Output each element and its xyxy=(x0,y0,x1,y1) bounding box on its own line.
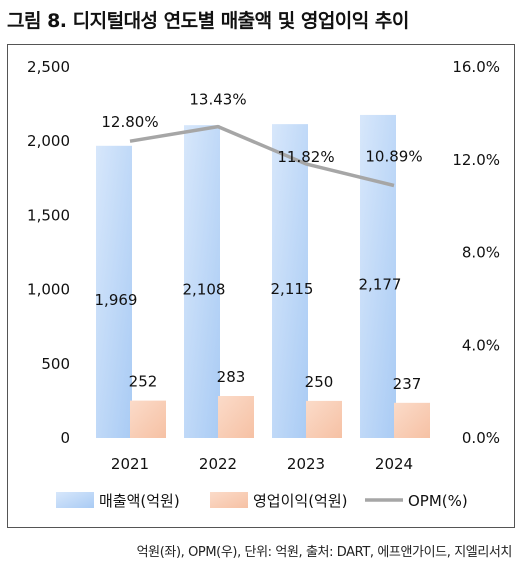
profit-bar xyxy=(130,400,166,438)
x-tick-label: 2022 xyxy=(199,455,237,473)
right-tick-label: 4.0% xyxy=(462,336,500,354)
profit-bar xyxy=(306,400,342,438)
source-note: 억원(좌), OPM(우), 단위: 억원, 출처: DART, 에프앤가이드,… xyxy=(136,545,513,560)
opm-value-label: 11.82% xyxy=(277,148,334,166)
chart-frame xyxy=(7,44,515,528)
profit-value-label: 250 xyxy=(305,373,334,391)
legend-profit-label: 영업이익(억원) xyxy=(253,492,348,510)
right-tick-label: 0.0% xyxy=(462,429,500,447)
profit-value-label: 252 xyxy=(129,373,158,391)
page-title: 그림 8. 디지털대성 연도별 매출액 및 영업이익 추이 xyxy=(7,10,409,32)
left-tick-label: 0 xyxy=(60,429,70,447)
revenue-value-label: 2,177 xyxy=(359,275,402,293)
profit-value-label: 237 xyxy=(393,375,422,393)
data-labels: 1,969 252 2,108 283 2,115 250 2,177 237 12.80% 13… xyxy=(95,91,423,393)
right-tick-label: 16.0% xyxy=(452,58,500,76)
opm-value-label: 10.89% xyxy=(365,147,422,165)
left-tick-label: 2,000 xyxy=(27,132,70,150)
opm-value-label: 13.43% xyxy=(189,91,246,109)
opm-value-label: 12.80% xyxy=(101,113,158,131)
x-tick-label: 2024 xyxy=(375,455,413,473)
left-tick-label: 2,500 xyxy=(27,58,70,76)
revenue-value-label: 1,969 xyxy=(95,291,138,309)
revenue-value-label: 2,115 xyxy=(271,280,314,298)
right-axis: 0.0% 4.0% 8.0% 12.0% 16.0% xyxy=(452,58,500,447)
legend-opm-label: OPM(%) xyxy=(408,492,468,510)
left-tick-label: 1,500 xyxy=(27,206,70,224)
legend-revenue-swatch xyxy=(56,492,94,508)
revenue-bar xyxy=(360,114,396,438)
right-tick-label: 12.0% xyxy=(452,151,500,169)
bars xyxy=(96,114,430,439)
legend-profit-swatch xyxy=(210,492,248,508)
revenue-value-label: 2,108 xyxy=(183,281,226,299)
opm-line xyxy=(129,124,395,188)
x-tick-label: 2023 xyxy=(287,455,325,473)
right-tick-label: 8.0% xyxy=(462,244,500,262)
revenue-bar xyxy=(184,125,220,439)
x-tick-label: 2021 xyxy=(111,455,149,473)
revenue-bar xyxy=(96,145,132,438)
revenue-bar xyxy=(272,124,308,438)
profit-bar xyxy=(218,396,254,438)
opm-line-group xyxy=(129,124,395,188)
left-tick-label: 1,000 xyxy=(27,281,70,299)
left-tick-label: 500 xyxy=(41,355,70,373)
x-axis: 2021 2022 2023 2024 xyxy=(111,455,413,473)
legend-revenue-label: 매출액(억원) xyxy=(99,492,180,510)
legend: 매출액(억원) 영업이익(억원) OPM(%) xyxy=(56,492,468,510)
profit-bar xyxy=(394,402,430,438)
profit-value-label: 283 xyxy=(217,368,246,386)
left-axis: 0 500 1,000 1,500 2,000 2,500 xyxy=(27,58,70,447)
